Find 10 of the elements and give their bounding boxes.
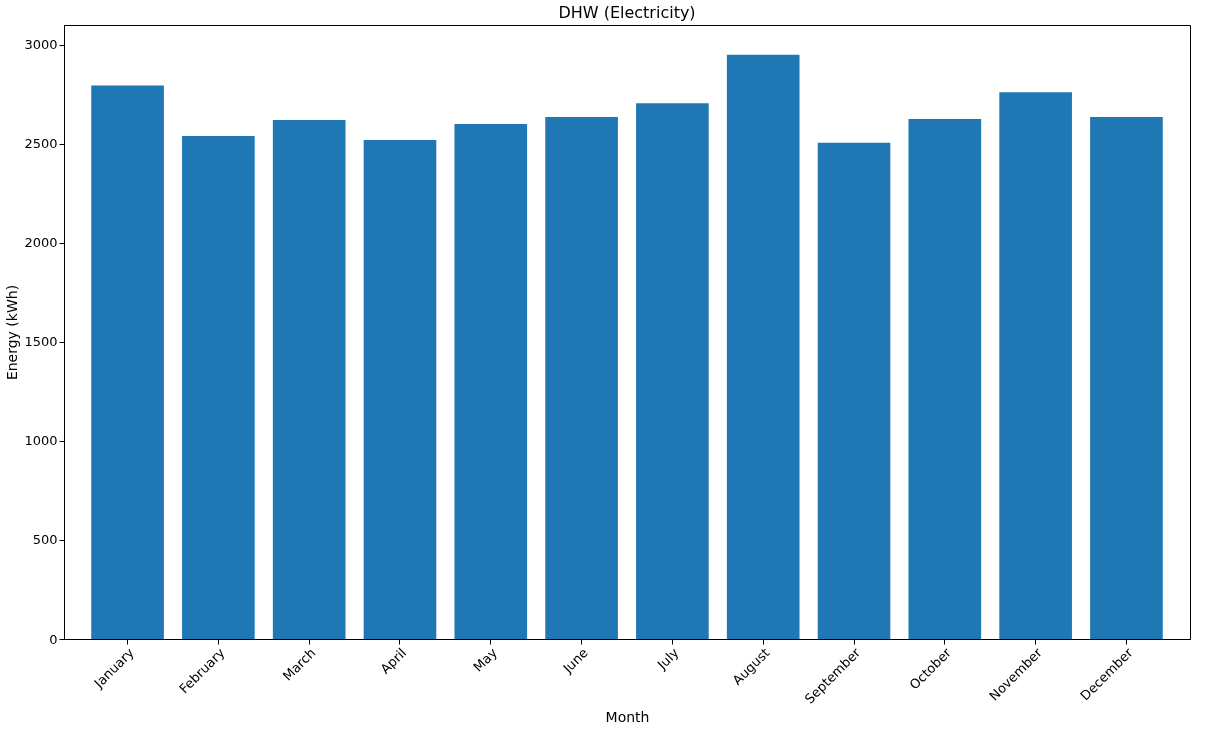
y-tick-label: 2500 xyxy=(24,136,58,152)
y-tick-label: 3000 xyxy=(24,37,58,53)
y-tick-label: 0 xyxy=(49,631,58,647)
x-axis-title: Month xyxy=(605,708,650,725)
y-axis-title: Energy (kWh) xyxy=(4,284,21,381)
y-tick-label: 1000 xyxy=(24,433,58,449)
y-tick-label: 500 xyxy=(32,532,58,548)
chart-title: DHW (Electricity) xyxy=(558,3,696,22)
y-tick-label: 1500 xyxy=(24,334,58,350)
y-tick-label: 2000 xyxy=(24,235,58,251)
